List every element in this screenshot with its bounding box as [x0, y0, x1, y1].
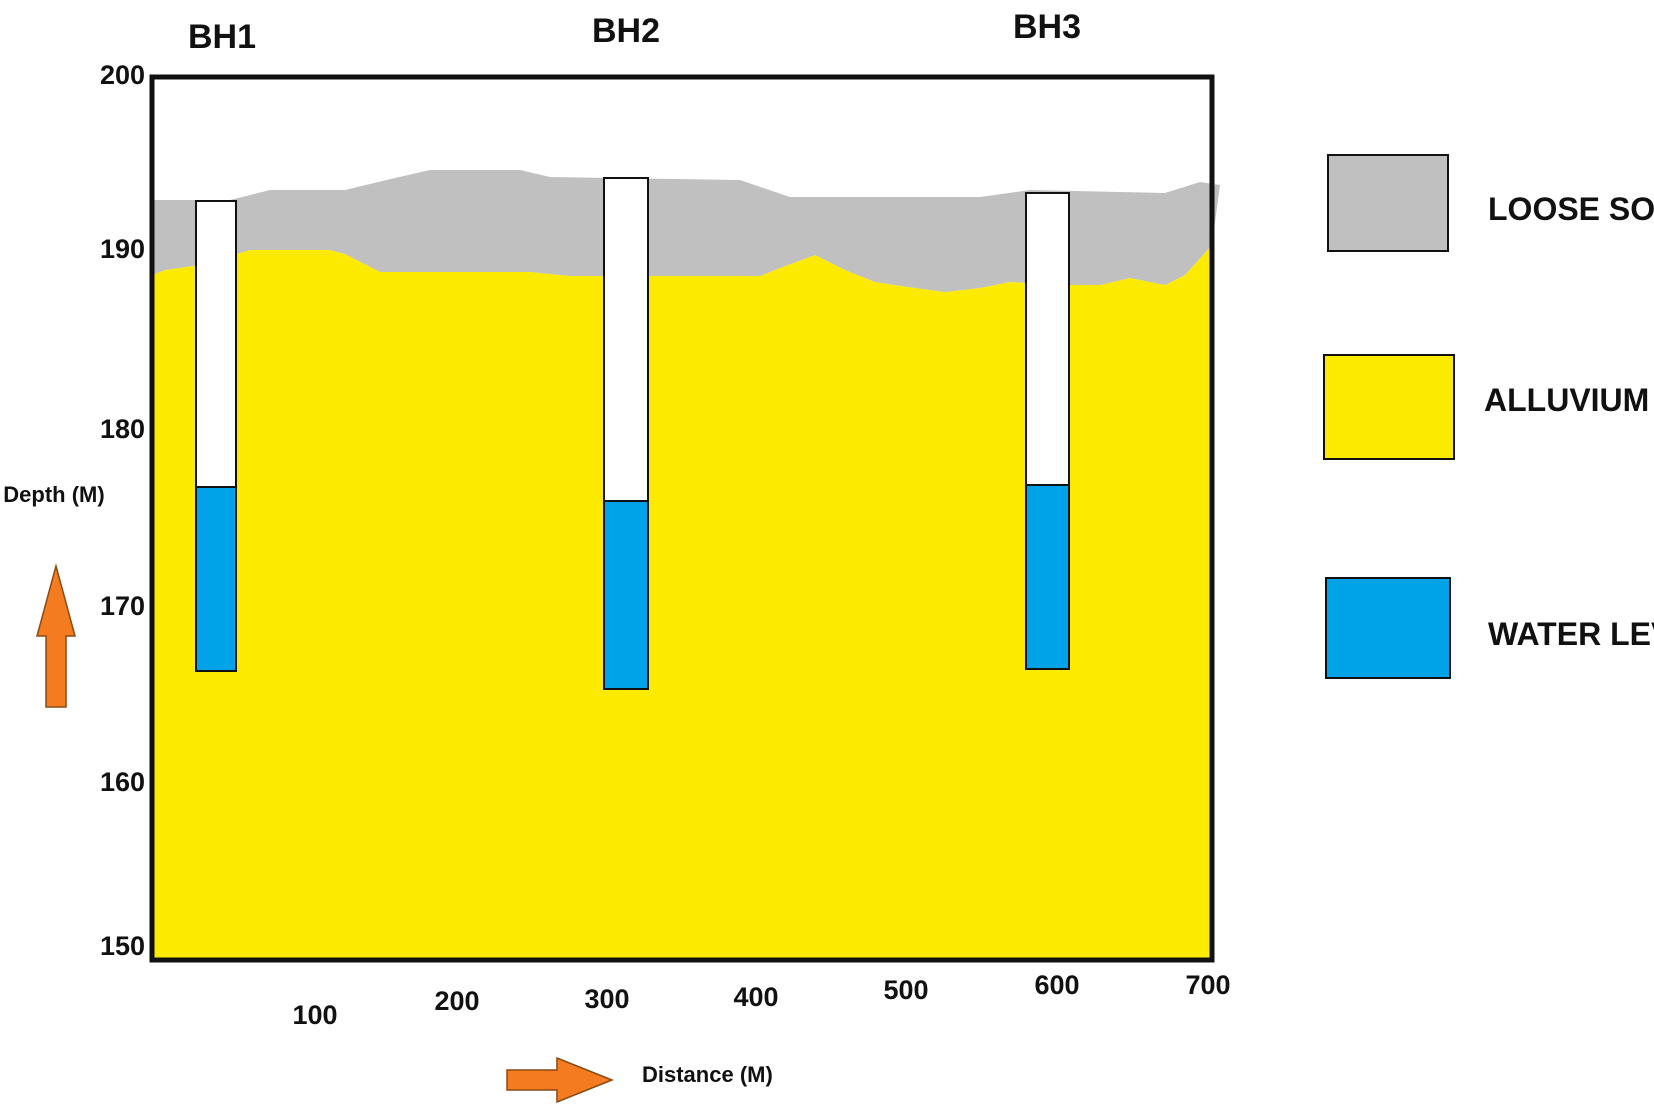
borehole-bh2-casing: [603, 177, 649, 503]
x-tick-label: 500: [883, 975, 928, 1005]
alluvium-layer: [152, 245, 1212, 960]
borehole-bh1-casing: [195, 200, 237, 489]
loose-soil-layer: [152, 170, 1220, 292]
borehole-bh2: [603, 177, 649, 690]
x-tick-label: 400: [733, 982, 778, 1012]
right-arrow-icon: [506, 1056, 615, 1104]
borehole-bh3: [1025, 192, 1070, 670]
y-tick-label: 170: [100, 591, 145, 621]
borehole-label-bh2: BH2: [592, 12, 660, 50]
up-arrow-icon: [36, 563, 76, 708]
x-axis-title: Distance (M): [642, 1062, 773, 1087]
y-tick-label: 180: [100, 414, 145, 444]
legend-label-alluvium: ALLUVIUM: [1484, 382, 1649, 418]
borehole-bh1: [195, 200, 237, 672]
x-tick-label: 700: [1185, 970, 1230, 1000]
y-tick-label: 200: [100, 60, 145, 90]
borehole-label-bh3: BH3: [1013, 8, 1081, 46]
legend-label-water-level: WATER LEVEL: [1488, 616, 1654, 652]
legend-swatch-water-level: [1325, 577, 1451, 679]
legend: LOOSE SOIL ALLUVIUM WATER LEVEL: [1323, 154, 1654, 679]
y-axis-title: Depth (M): [3, 482, 104, 507]
legend-swatch-alluvium: [1323, 354, 1455, 460]
y-tick-label: 160: [100, 767, 145, 797]
plot-frame-border: [149, 74, 1215, 963]
borehole-bh3-casing: [1025, 192, 1070, 488]
borehole-label-bh1: BH1: [188, 18, 256, 56]
y-tick-label: 190: [100, 234, 145, 264]
borehole-bh2-water: [603, 500, 649, 690]
x-tick-label: 600: [1034, 970, 1079, 1000]
legend-swatch-loose-soil: [1327, 154, 1449, 252]
y-tick-label: 150: [100, 931, 145, 961]
x-tick-label: 200: [434, 986, 479, 1016]
x-tick-label: 100: [292, 1000, 337, 1030]
borehole-bh1-water: [195, 486, 237, 672]
x-tick-label: 300: [584, 984, 629, 1014]
borehole-bh3-water: [1025, 484, 1070, 670]
legend-label-loose-soil: LOOSE SOIL: [1488, 191, 1654, 227]
